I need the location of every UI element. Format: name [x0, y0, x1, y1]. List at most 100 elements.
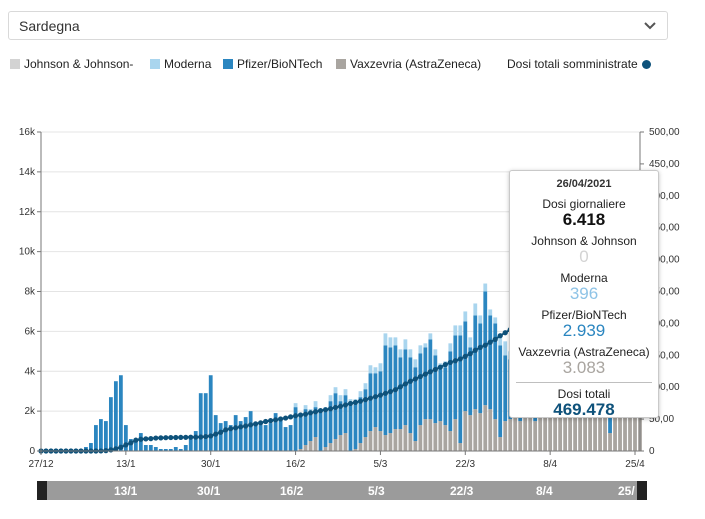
timeline-label: 22/3	[450, 484, 474, 498]
chevron-down-icon[interactable]	[643, 19, 657, 33]
bar-segment	[398, 349, 403, 358]
bar-segment	[458, 443, 463, 451]
cumulative-point	[138, 436, 144, 442]
bar-segment	[493, 317, 498, 324]
cumulative-point	[253, 421, 259, 427]
timeline-right-handle[interactable]	[637, 481, 647, 500]
cumulative-point	[377, 392, 384, 398]
bar-segment	[433, 355, 438, 424]
bar-segment	[153, 447, 158, 451]
cumulative-point	[297, 412, 304, 418]
bar-segment	[383, 345, 388, 436]
bar-segment	[138, 433, 143, 451]
bar-segment	[448, 351, 453, 432]
bar-segment	[388, 337, 393, 348]
bar-segment	[623, 389, 627, 451]
legend-item-jj[interactable]: Johnson & Johnson-	[10, 57, 133, 71]
legend-item-pfizer[interactable]: Pfizer/BioNTech	[223, 57, 322, 71]
bar-segment	[228, 425, 233, 451]
tooltip-date: 26/04/2021	[556, 178, 612, 190]
bar-segment	[633, 389, 637, 451]
left-axis-tick-label: 4k	[24, 366, 36, 377]
left-axis-tick-label: 2k	[24, 406, 36, 417]
bar-segment	[543, 411, 548, 451]
cumulative-point	[108, 447, 114, 453]
bar-segment	[608, 433, 612, 451]
bar-segment	[308, 441, 313, 451]
bar-segment	[253, 423, 258, 451]
bar-segment	[453, 419, 458, 451]
cumulative-point	[118, 444, 124, 450]
legend-item-moderna[interactable]: Moderna	[150, 57, 211, 71]
bar-segment	[478, 323, 483, 414]
bar-segment	[493, 419, 498, 451]
bar-segment	[413, 441, 418, 451]
cumulative-point	[223, 427, 229, 433]
bar-segment	[568, 403, 573, 451]
bar-segment	[358, 391, 363, 398]
region-select[interactable]: Sardegna	[8, 11, 668, 40]
cumulative-point	[372, 394, 379, 400]
bar-segment	[163, 449, 168, 451]
bar-segment	[468, 347, 473, 416]
bar-segment	[503, 421, 508, 451]
bar-segment	[463, 321, 468, 412]
bar-segment	[503, 355, 508, 422]
cumulative-point	[228, 426, 234, 432]
cumulative-point	[153, 435, 159, 441]
tooltip-daily-value: 6.418	[562, 210, 606, 229]
bar-segment	[523, 411, 528, 451]
timeline-label: 30/1	[197, 484, 221, 498]
cumulative-point	[467, 351, 473, 357]
cumulative-point	[367, 395, 374, 401]
bar-segment	[333, 439, 338, 451]
bar-segment	[363, 437, 368, 451]
tooltip-total-label: Dosi totali	[557, 387, 611, 401]
cumulative-point	[327, 406, 334, 412]
timeline-scrubber[interactable]: 13/1 30/1 16/2 5/3 22/3 8/4 25/	[37, 481, 647, 500]
cumulative-point	[198, 434, 204, 440]
legend-item-az[interactable]: Vaxzevria (AstraZeneca)	[336, 57, 481, 71]
bar-segment	[328, 395, 333, 402]
bar-segment	[368, 373, 373, 432]
left-axis-tick-label: 12k	[19, 207, 36, 218]
bar-segment	[503, 341, 508, 356]
cumulative-point	[302, 411, 309, 417]
bar-segment	[468, 415, 473, 451]
x-axis-tick-label: 16/2	[286, 459, 306, 470]
left-axis-tick-label: 14k	[19, 167, 36, 178]
bar-segment	[303, 445, 308, 451]
bar-segment	[303, 405, 308, 410]
bar-segment	[293, 407, 298, 451]
cumulative-point	[487, 339, 493, 345]
bar-segment	[313, 407, 318, 438]
cumulative-point	[502, 330, 508, 336]
bar-segment	[378, 431, 383, 451]
tooltip-az-value: 3.083	[562, 358, 606, 377]
bar-segment	[333, 387, 338, 394]
bar-segment	[598, 391, 602, 451]
x-axis-tick-label: 27/12	[28, 459, 53, 470]
tooltip-separator	[516, 382, 652, 383]
bar-segment	[443, 425, 448, 451]
bar-segment	[358, 397, 363, 444]
bar-segment	[278, 417, 283, 451]
bar-segment	[203, 393, 208, 451]
bar-segment	[488, 409, 493, 451]
x-axis-tick-label: 30/1	[201, 459, 221, 470]
bar-segment	[498, 437, 503, 451]
bar-segment	[423, 419, 428, 451]
bar-segment	[318, 409, 323, 451]
bar-segment	[433, 349, 438, 356]
bar-segment	[363, 383, 368, 390]
bar-segment	[343, 389, 348, 396]
right-axis-tick-label: 200,00	[649, 318, 680, 329]
bar-segment	[603, 407, 607, 451]
timeline-left-handle[interactable]	[37, 481, 47, 500]
legend-item-total[interactable]: Dosi totali somministrate	[507, 57, 651, 71]
bar-segment	[343, 395, 348, 434]
cumulative-point	[382, 390, 389, 396]
cumulative-point	[193, 434, 199, 440]
cumulative-point	[477, 344, 483, 350]
bar-segment	[328, 401, 333, 444]
